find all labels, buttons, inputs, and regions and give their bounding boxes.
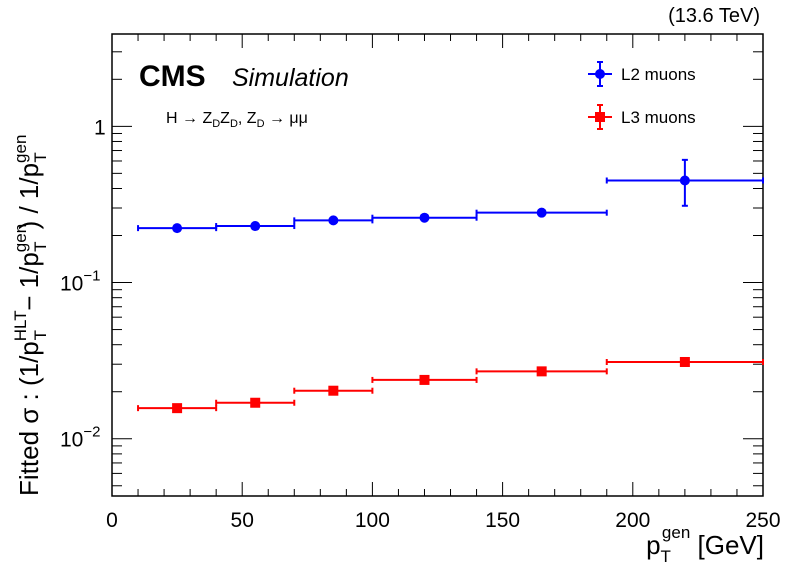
process-h: H → Z <box>166 110 212 127</box>
y-tick-base: 1 <box>94 116 106 139</box>
process-sub2: D <box>230 118 238 130</box>
y-title-t-sub1: T <box>31 330 50 340</box>
x-tick-label: 100 <box>355 509 390 532</box>
process-sub1: D <box>212 118 220 130</box>
data-point <box>172 223 183 234</box>
x-tick-label: 200 <box>615 509 650 532</box>
legend-entry: L2 muons <box>588 61 696 87</box>
legend-marker <box>595 112 605 122</box>
y-tick-base: 10 <box>60 273 83 296</box>
data-point <box>328 385 339 396</box>
legend-entry: L3 muons <box>588 104 696 130</box>
legend-label: L2 muons <box>621 65 696 84</box>
energy-label: (13.6 TeV) <box>668 5 760 27</box>
process-z: Z <box>220 110 230 127</box>
data-point <box>250 397 261 408</box>
y-title-part3: ) / 1/p <box>14 163 44 229</box>
y-tick-label: 10−1 <box>60 268 100 296</box>
x-axis-title-sup: gen <box>662 523 690 542</box>
y-tick-label: 10−2 <box>60 424 100 452</box>
legend: L2 muons L3 muons <box>588 61 696 130</box>
y-tick-exp: −1 <box>83 268 100 285</box>
y-title-gen-sup1: gen <box>11 224 30 252</box>
data-point <box>250 221 261 232</box>
data-point <box>536 207 547 218</box>
y-tick-exp: −2 <box>83 424 100 441</box>
y-tick-label: 1 <box>94 116 106 139</box>
experiment-label: CMS <box>139 60 206 93</box>
y-title-t-sub2: T <box>31 241 50 251</box>
data-point <box>328 215 339 226</box>
process-comma: , Z <box>238 110 257 127</box>
y-title-part1: Fitted σ : (1/p <box>14 341 44 496</box>
legend-marker <box>595 69 605 79</box>
data-point <box>419 212 430 223</box>
x-tick-label: 0 <box>106 509 118 532</box>
status-label: Simulation <box>232 64 349 92</box>
data-point <box>679 175 690 186</box>
y-title-t-sub3: T <box>31 152 50 162</box>
y-title-gen-sup2: gen <box>11 135 30 163</box>
data-point <box>419 374 430 385</box>
x-tick-label: 50 <box>231 509 254 532</box>
y-axis-ticks: 10−210−11 <box>60 51 763 487</box>
y-axis-title: Fitted σ : (1/pHLTT − 1/pgenT) / 1/pgenT <box>11 135 50 496</box>
x-axis-ticks: 0 50 100 150 200 250 <box>106 34 781 532</box>
y-title-part2: − 1/p <box>14 252 44 318</box>
process-decay: → μμ <box>265 110 308 127</box>
legend-label: L3 muons <box>621 108 696 127</box>
series-layer <box>137 158 764 414</box>
plot-frame <box>111 33 764 497</box>
data-point <box>679 356 690 367</box>
x-tick-label: 150 <box>485 509 520 532</box>
process-label: H → ZDZD, ZD → μμ <box>166 110 308 130</box>
x-axis-title-sub: T <box>661 547 671 566</box>
y-title-hlt-sup: HLT <box>11 310 30 341</box>
x-axis-title-unit: [GeV] <box>690 530 764 560</box>
data-point <box>536 366 547 377</box>
process-sub3: D <box>257 118 265 130</box>
y-tick-base: 10 <box>60 429 83 452</box>
data-point <box>172 403 183 414</box>
series-l3-muons <box>137 356 764 414</box>
x-tick-label: 250 <box>745 509 780 532</box>
x-axis-title: pTgen [GeV] <box>646 523 764 566</box>
series-l2-muons <box>137 158 764 234</box>
x-axis-title-p: p <box>646 530 660 560</box>
